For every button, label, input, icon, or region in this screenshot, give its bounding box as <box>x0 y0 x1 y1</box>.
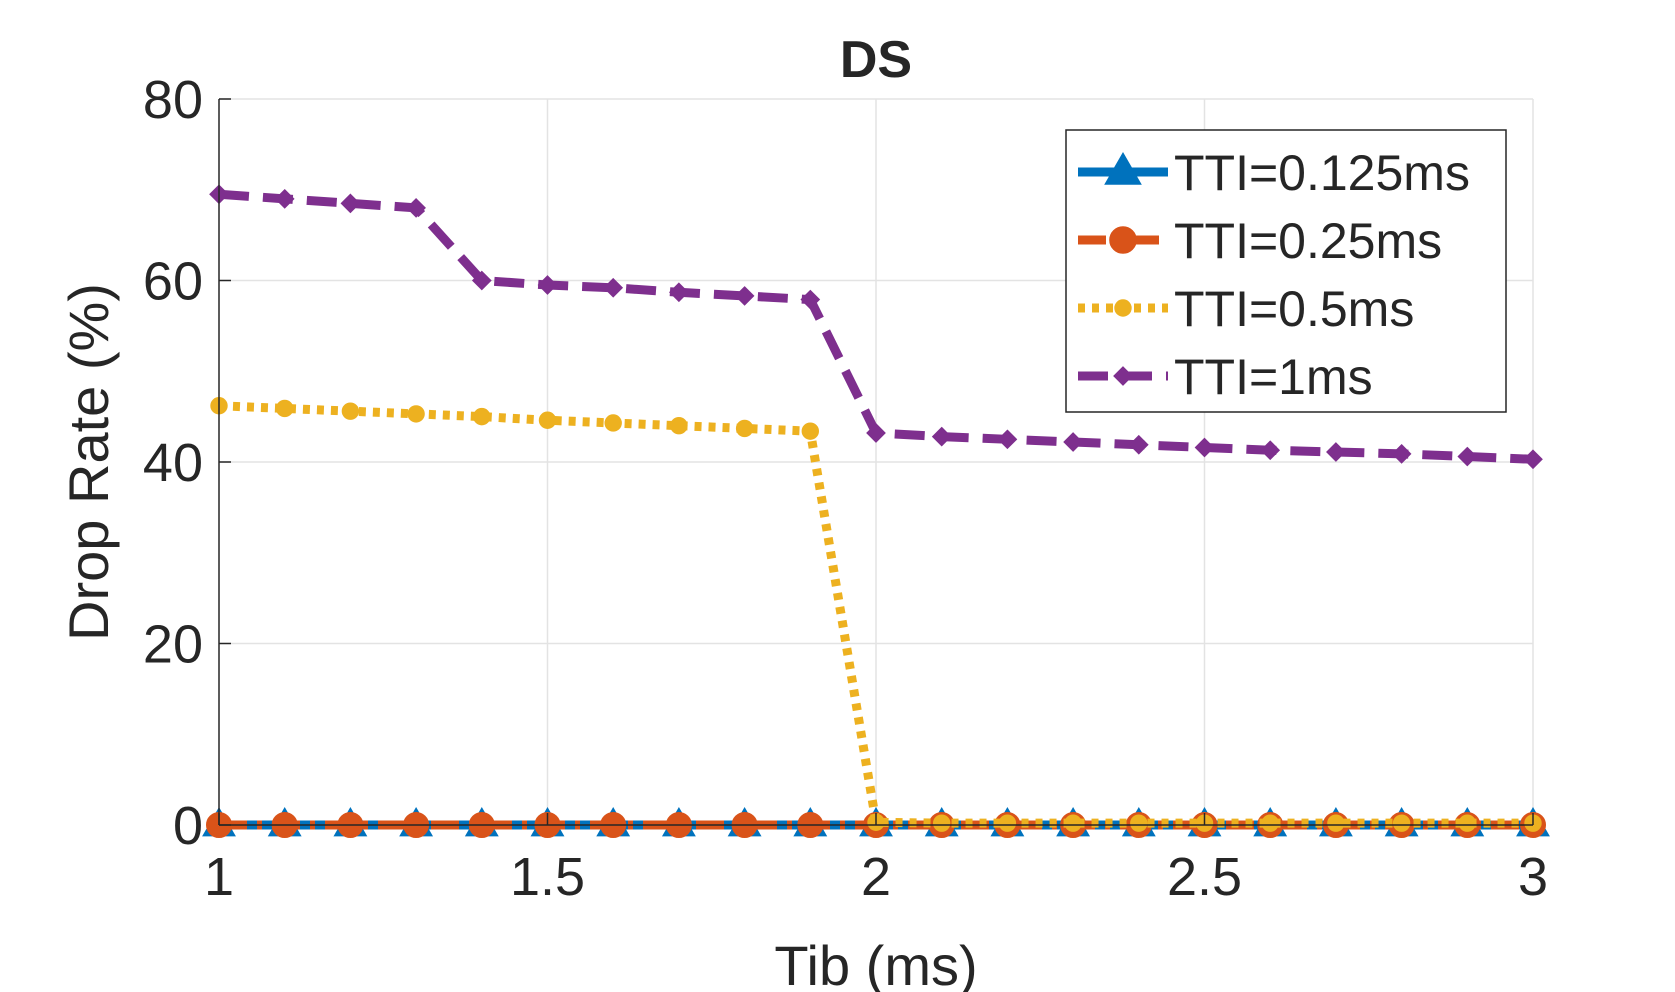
data-point <box>1326 442 1346 462</box>
data-point <box>800 289 821 310</box>
data-point <box>1128 434 1149 455</box>
data-point <box>931 426 952 447</box>
series-TTI=0.5ms <box>210 397 1542 832</box>
legend-label: TTI=0.25ms <box>1174 213 1442 269</box>
y-tick-label: 40 <box>143 433 203 493</box>
data-point <box>471 270 492 291</box>
legend-marker <box>1109 226 1137 254</box>
data-point <box>1392 814 1411 832</box>
data-point <box>274 188 295 209</box>
axes: 1 1.5 2 2.5 3 0 20 40 60 80 <box>143 70 1548 907</box>
data-point <box>670 417 688 435</box>
legend-label: TTI=1ms <box>1174 349 1373 405</box>
data-point <box>866 423 886 443</box>
legend-box <box>1065 129 1507 413</box>
data-point <box>473 407 491 426</box>
data-point <box>669 282 689 303</box>
data-point <box>735 419 754 438</box>
legend-label: TTI=0.125ms <box>1174 145 1470 201</box>
x-tick-label: 1.5 <box>510 847 585 907</box>
y-tick-label: 0 <box>173 796 203 856</box>
legend-item[interactable]: TTI=0.25ms <box>1078 213 1442 269</box>
x-tick-label: 3 <box>1518 847 1548 907</box>
x-tick-label: 2.5 <box>1167 847 1242 907</box>
data-point <box>734 286 755 306</box>
data-point <box>1063 432 1083 452</box>
data-point <box>538 411 557 429</box>
y-tick-label: 20 <box>143 615 203 675</box>
data-point <box>801 422 819 440</box>
data-point <box>998 814 1017 832</box>
legend-item[interactable]: TTI=0.5ms <box>1078 281 1414 337</box>
legend-marker <box>1113 366 1133 386</box>
data-point <box>341 402 360 420</box>
y-tick-label: 80 <box>143 70 203 130</box>
series-TTI=1ms <box>209 184 1543 470</box>
data-point <box>276 399 294 418</box>
x-tick-label: 2 <box>861 847 891 907</box>
data-point <box>340 193 361 214</box>
legend[interactable]: TTI=0.125ms TTI=0.25ms TTI=0.5ms TTI=1ms <box>1065 129 1507 413</box>
legend-item[interactable]: TTI=0.125ms <box>1078 145 1470 201</box>
x-axis-label: Tib (ms) <box>774 934 977 992</box>
data-point <box>407 405 425 423</box>
legend-marker <box>1114 299 1132 317</box>
data-point <box>604 414 622 432</box>
y-tick-label: 60 <box>143 252 203 312</box>
data-point <box>1523 449 1543 470</box>
data-point <box>1391 443 1412 464</box>
data-point <box>1194 437 1215 458</box>
data-point <box>1457 446 1478 467</box>
x-tick-label: 1 <box>204 847 234 907</box>
chart-title: DS <box>840 31 912 89</box>
data-point <box>1327 814 1345 832</box>
data-point <box>1064 814 1082 832</box>
legend-label: TTI=0.5ms <box>1174 281 1414 337</box>
data-point <box>1261 814 1279 832</box>
data-point <box>537 275 558 295</box>
legend-marker <box>1104 151 1142 185</box>
data-point <box>1458 814 1477 832</box>
data-point <box>1260 440 1281 461</box>
y-axis-label: Drop Rate (%) <box>57 283 120 641</box>
legend-item[interactable]: TTI=1ms <box>1078 349 1373 405</box>
data-point <box>933 814 951 832</box>
data-point <box>1130 814 1148 832</box>
data-point <box>997 429 1018 450</box>
data-point <box>406 198 426 218</box>
data-point <box>603 277 624 298</box>
